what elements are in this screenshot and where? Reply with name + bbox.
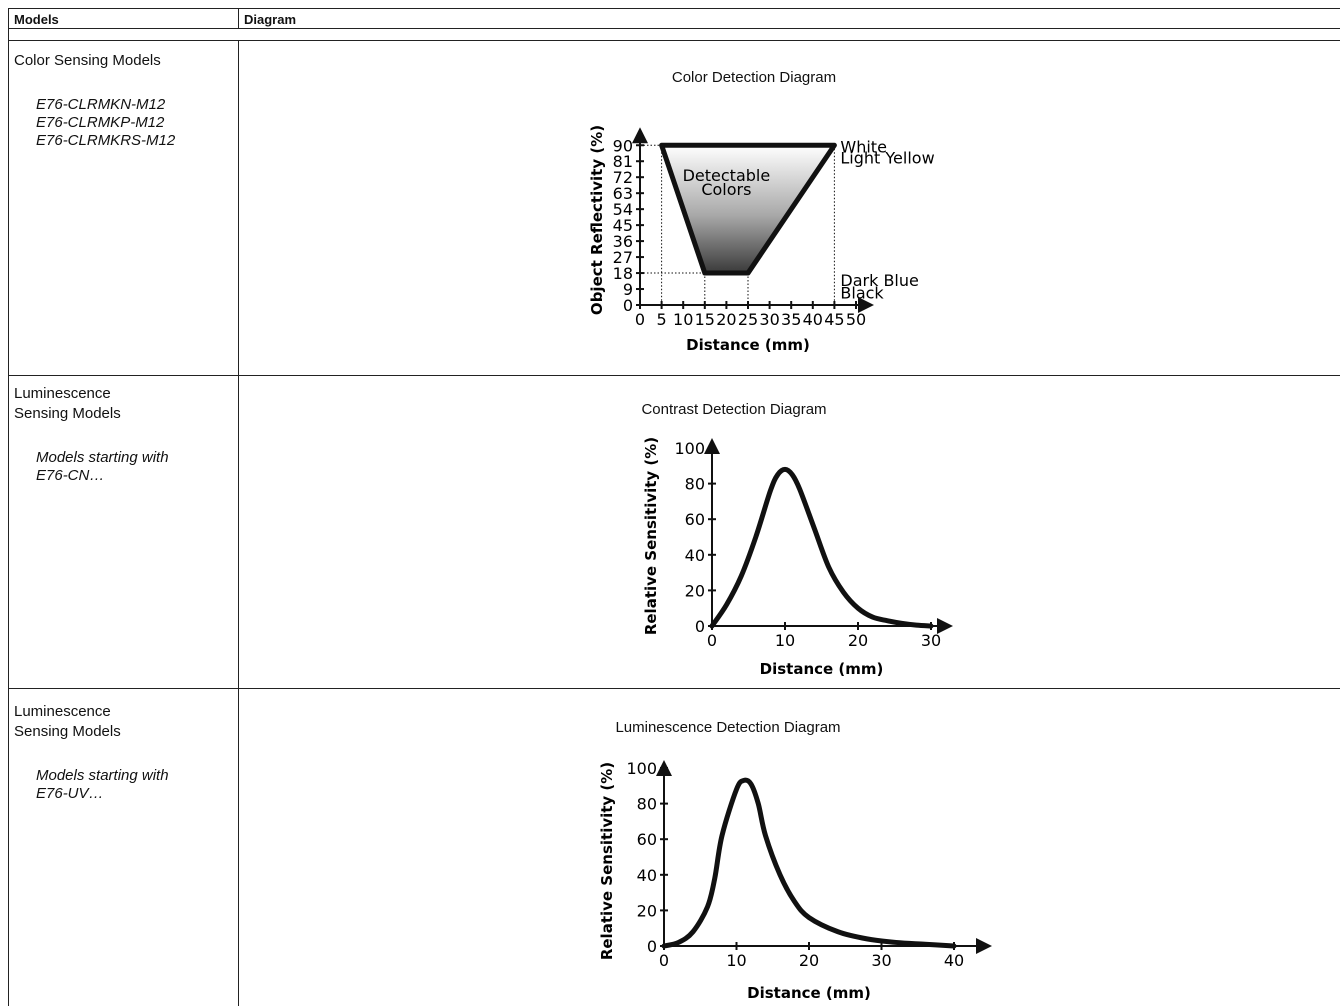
annotation-light-yellow: Light Yellow	[840, 149, 934, 168]
row-1-title-line: Color Sensing Models	[14, 52, 161, 69]
row-3-title: Luminescence Sensing Models	[14, 702, 121, 742]
annotation-black: Black	[840, 284, 884, 303]
x-tick-label: 35	[781, 310, 801, 329]
row-1-models: E76-CLRMKN-M12 E76-CLRMKP-M12 E76-CLRMKR…	[36, 96, 175, 150]
contrast-detection-chart: 0 10 20 30 0 20 40 60 80 100 Distance (mm) Relati…	[642, 437, 953, 678]
diagram-title-color: Color Detection Diagram	[671, 69, 837, 86]
row-3-title-line: Luminescence	[14, 703, 111, 720]
y-tick-label: 40	[637, 866, 657, 885]
x-tick-label: 40	[944, 951, 964, 970]
y-tick-label: 40	[685, 546, 705, 565]
x-tick-label: 40	[803, 310, 823, 329]
y-axis-label: Object Reflectivity (%)	[588, 125, 606, 315]
x-tick-label: 0	[707, 631, 717, 650]
y-tick-label: 60	[685, 510, 705, 529]
x-tick-label: 50	[846, 310, 866, 329]
model-name: E76-CLRMKN-M12	[36, 96, 166, 113]
y-tick-label: 72	[613, 168, 633, 187]
x-tick-label: 20	[799, 951, 819, 970]
model-note: E76-CN…	[36, 467, 105, 484]
diagram-title-luminescence: Luminescence Detection Diagram	[615, 719, 841, 736]
y-tick-label: 63	[613, 184, 633, 203]
column-divider	[238, 40, 239, 1006]
header-column-divider	[238, 8, 239, 29]
x-tick-label: 45	[824, 310, 844, 329]
row-3-models: Models starting with E76-UV…	[36, 767, 169, 803]
x-tick-label: 0	[659, 951, 669, 970]
x-axis-label: Distance (mm)	[686, 336, 810, 354]
y-tick-label: 60	[637, 830, 657, 849]
row-3-title-line: Sensing Models	[14, 723, 121, 740]
y-tick-label: 0	[647, 937, 657, 956]
sensitivity-curve	[709, 466, 934, 629]
y-axis-label: Relative Sensitivity (%)	[642, 437, 660, 635]
header-divider	[8, 28, 1340, 29]
row-2-title-line: Sensing Models	[14, 405, 121, 422]
color-detection-chart: Detectable Colors 0 5 10 15 20 25 30 35 40 45 5009…	[588, 125, 935, 354]
y-tick-label: 90	[613, 136, 633, 155]
y-tick-label: 80	[637, 795, 657, 814]
model-name: E76-CLRMKRS-M12	[36, 132, 176, 149]
models-table: Models Diagram Color Sensing Models E76-…	[8, 8, 1340, 1006]
row-2-models: Models starting with E76-CN…	[36, 449, 169, 485]
y-tick-label: 80	[685, 475, 705, 494]
y-tick-label: 100	[674, 439, 705, 458]
region-label: Detectable	[683, 166, 771, 185]
model-name: E76-CLRMKP-M12	[36, 114, 165, 131]
header-models: Models	[14, 12, 59, 27]
body-top-border	[8, 40, 1340, 41]
y-tick-label: 0	[623, 296, 633, 315]
x-tick-label: 10	[726, 951, 746, 970]
row-divider-2	[8, 688, 1340, 689]
y-tick-label: 20	[685, 581, 705, 600]
x-tick-label: 10	[673, 310, 693, 329]
x-tick-label: 20	[716, 310, 736, 329]
x-tick-label: 30	[871, 951, 891, 970]
x-tick-label: 25	[738, 310, 758, 329]
y-tick-label: 81	[613, 152, 633, 171]
sensitivity-curve	[661, 777, 957, 949]
y-tick-label: 45	[613, 216, 633, 235]
x-tick-label: 20	[848, 631, 868, 650]
x-tick-label: 10	[775, 631, 795, 650]
x-axis-label: Distance (mm)	[760, 660, 884, 678]
table-border-top	[8, 8, 1340, 9]
y-axis-label: Relative Sensitivity (%)	[598, 762, 616, 960]
row-2-title-line: Luminescence	[14, 385, 111, 402]
header-diagram: Diagram	[244, 12, 297, 27]
luminescence-detection-chart: 0 10 20 30 40 0 20 40 60 80 100 Distance (mm) Rela…	[598, 759, 992, 1002]
x-tick-label: 30	[759, 310, 779, 329]
row-2-title: Luminescence Sensing Models	[14, 384, 121, 424]
x-axis-label: Distance (mm)	[747, 984, 871, 1002]
row-1-title: Color Sensing Models	[14, 51, 161, 71]
y-tick-label: 36	[613, 232, 633, 251]
y-tick-label: 9	[623, 280, 633, 299]
y-tick-label: 100	[626, 759, 657, 778]
detectable-region	[659, 142, 837, 276]
y-tick-label: 18	[613, 264, 633, 283]
top-bar	[0, 0, 1340, 6]
model-note: Models starting with	[36, 767, 169, 784]
y-tick-label: 54	[613, 200, 633, 219]
y-tick-label: 20	[637, 901, 657, 920]
region-label: Colors	[701, 180, 751, 199]
x-tick-label: 30	[921, 631, 941, 650]
table-border-left	[8, 8, 9, 1006]
x-tick-label: 15	[695, 310, 715, 329]
row-divider-1	[8, 375, 1340, 376]
annotation-white: White	[840, 137, 887, 156]
model-note: Models starting with	[36, 449, 169, 466]
diagram-title-contrast: Contrast Detection Diagram	[641, 401, 827, 418]
y-tick-label: 27	[613, 248, 633, 267]
model-note: E76-UV…	[36, 785, 104, 802]
x-tick-label: 0	[635, 310, 645, 329]
y-tick-label: 0	[695, 617, 705, 636]
luminescence-chart-axes: 0 10 20 30 40 0 20 40 60 80 100	[626, 759, 992, 970]
x-tick-label: 5	[657, 310, 667, 329]
annotation-dark-blue: Dark Blue	[840, 271, 918, 290]
